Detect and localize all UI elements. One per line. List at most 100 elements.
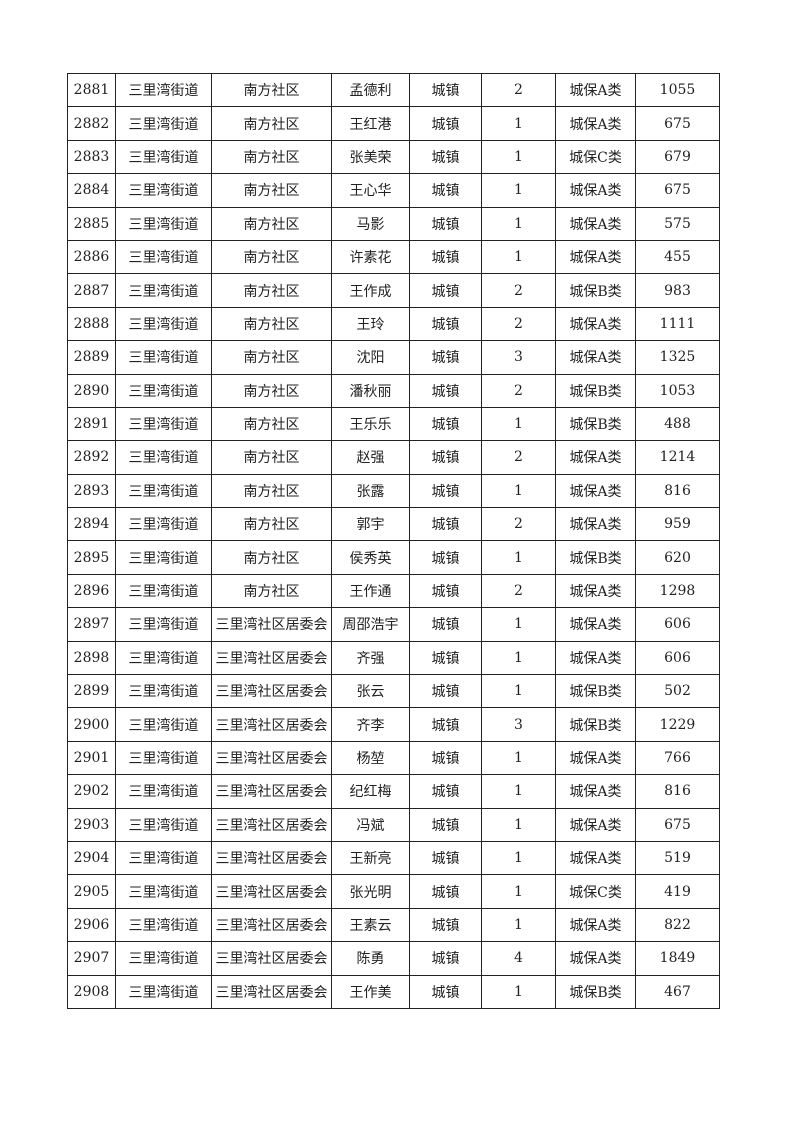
street-cell: 三里湾街道: [115, 774, 212, 809]
table-row: 2905 三里湾街道 三里湾社区居委会 张光明 城镇 1 城保C类 419: [67, 874, 720, 909]
street-cell: 三里湾街道: [115, 139, 212, 175]
insurance-category-cell: 城保A类: [555, 340, 636, 375]
insurance-category-cell: 城保A类: [555, 239, 636, 275]
row-number-cell: 2888: [67, 306, 116, 342]
household-type-cell: 城镇: [409, 640, 482, 676]
household-type-cell: 城镇: [409, 840, 482, 876]
community-cell: 南方社区: [211, 173, 332, 208]
row-number-cell: 2882: [67, 106, 116, 141]
insurance-category-cell: 城保A类: [555, 173, 636, 208]
table-row: 2894 三里湾街道 南方社区 郭宇 城镇 2 城保A类 959: [67, 507, 720, 542]
community-cell: 南方社区: [211, 573, 332, 609]
community-cell: 南方社区: [211, 206, 332, 241]
table-row: 2904 三里湾街道 三里湾社区居委会 王新亮 城镇 1 城保A类 519: [67, 840, 720, 876]
street-cell: 三里湾街道: [115, 874, 212, 909]
street-cell: 三里湾街道: [115, 707, 212, 742]
member-count-cell: 1: [481, 106, 556, 141]
table-row: 2887 三里湾街道 南方社区 王作成 城镇 2 城保B类 983: [67, 273, 720, 308]
name-cell: 张露: [331, 473, 410, 509]
amount-cell: 959: [635, 507, 720, 542]
community-cell: 三里湾社区居委会: [211, 740, 332, 776]
row-number-cell: 2889: [67, 340, 116, 375]
street-cell: 三里湾街道: [115, 573, 212, 609]
member-count-cell: 1: [481, 807, 556, 842]
member-count-cell: 1: [481, 740, 556, 776]
name-cell: 许素花: [331, 239, 410, 275]
row-number-cell: 2894: [67, 507, 116, 542]
household-type-cell: 城镇: [409, 573, 482, 609]
row-number-cell: 2902: [67, 774, 116, 809]
community-cell: 三里湾社区居委会: [211, 907, 332, 943]
amount-cell: 1298: [635, 573, 720, 609]
community-cell: 三里湾社区居委会: [211, 941, 332, 976]
household-type-cell: 城镇: [409, 707, 482, 742]
amount-cell: 1214: [635, 440, 720, 475]
household-type-cell: 城镇: [409, 440, 482, 475]
table-row: 2885 三里湾街道 南方社区 马影 城镇 1 城保A类 575: [67, 206, 720, 241]
name-cell: 郭宇: [331, 507, 410, 542]
amount-cell: 675: [635, 807, 720, 842]
table-row: 2896 三里湾街道 南方社区 王作通 城镇 2 城保A类 1298: [67, 573, 720, 609]
street-cell: 三里湾街道: [115, 974, 212, 1009]
table-row: 2888 三里湾街道 南方社区 王玲 城镇 2 城保A类 1111: [67, 306, 720, 342]
row-number-cell: 2901: [67, 740, 116, 776]
amount-cell: 488: [635, 406, 720, 442]
row-number-cell: 2899: [67, 674, 116, 709]
records-table: 2881 三里湾街道 南方社区 孟德利 城镇 2 城保A类 1055 2882 三里湾街道 南方社区…: [67, 72, 720, 1009]
insurance-category-cell: 城保A类: [555, 573, 636, 609]
household-type-cell: 城镇: [409, 273, 482, 308]
row-number-cell: 2907: [67, 941, 116, 976]
name-cell: 纪红梅: [331, 774, 410, 809]
table-row: 2906 三里湾街道 三里湾社区居委会 王素云 城镇 1 城保A类 822: [67, 907, 720, 943]
member-count-cell: 2: [481, 573, 556, 609]
table-row: 2889 三里湾街道 南方社区 沈阳 城镇 3 城保A类 1325: [67, 340, 720, 375]
household-type-cell: 城镇: [409, 507, 482, 542]
row-number-cell: 2890: [67, 373, 116, 408]
row-number-cell: 2906: [67, 907, 116, 943]
table-row: 2882 三里湾街道 南方社区 王红港 城镇 1 城保A类 675: [67, 106, 720, 141]
table-row: 2907 三里湾街道 三里湾社区居委会 陈勇 城镇 4 城保A类 1849: [67, 941, 720, 976]
street-cell: 三里湾街道: [115, 907, 212, 943]
street-cell: 三里湾街道: [115, 507, 212, 542]
street-cell: 三里湾街道: [115, 72, 212, 108]
name-cell: 王红港: [331, 106, 410, 141]
community-cell: 南方社区: [211, 373, 332, 408]
name-cell: 冯斌: [331, 807, 410, 842]
community-cell: 南方社区: [211, 406, 332, 442]
street-cell: 三里湾街道: [115, 306, 212, 342]
amount-cell: 1111: [635, 306, 720, 342]
community-cell: 三里湾社区居委会: [211, 774, 332, 809]
row-number-cell: 2898: [67, 640, 116, 676]
insurance-category-cell: 城保A类: [555, 206, 636, 241]
member-count-cell: 1: [481, 607, 556, 642]
insurance-category-cell: 城保B类: [555, 974, 636, 1009]
community-cell: 三里湾社区居委会: [211, 640, 332, 676]
table-row: 2881 三里湾街道 南方社区 孟德利 城镇 2 城保A类 1055: [67, 72, 720, 108]
name-cell: 侯秀英: [331, 540, 410, 575]
name-cell: 齐强: [331, 640, 410, 676]
name-cell: 赵强: [331, 440, 410, 475]
street-cell: 三里湾街道: [115, 340, 212, 375]
amount-cell: 455: [635, 239, 720, 275]
household-type-cell: 城镇: [409, 306, 482, 342]
household-type-cell: 城镇: [409, 106, 482, 141]
row-number-cell: 2883: [67, 139, 116, 175]
amount-cell: 1053: [635, 373, 720, 408]
street-cell: 三里湾街道: [115, 607, 212, 642]
household-type-cell: 城镇: [409, 173, 482, 208]
member-count-cell: 2: [481, 306, 556, 342]
table-row: 2883 三里湾街道 南方社区 张美荣 城镇 1 城保C类 679: [67, 139, 720, 175]
household-type-cell: 城镇: [409, 406, 482, 442]
amount-cell: 502: [635, 674, 720, 709]
community-cell: 三里湾社区居委会: [211, 874, 332, 909]
insurance-category-cell: 城保A类: [555, 440, 636, 475]
name-cell: 张光明: [331, 874, 410, 909]
insurance-category-cell: 城保A类: [555, 507, 636, 542]
amount-cell: 816: [635, 774, 720, 809]
member-count-cell: 3: [481, 707, 556, 742]
row-number-cell: 2900: [67, 707, 116, 742]
household-type-cell: 城镇: [409, 206, 482, 241]
member-count-cell: 4: [481, 941, 556, 976]
member-count-cell: 1: [481, 139, 556, 175]
insurance-category-cell: 城保A类: [555, 306, 636, 342]
